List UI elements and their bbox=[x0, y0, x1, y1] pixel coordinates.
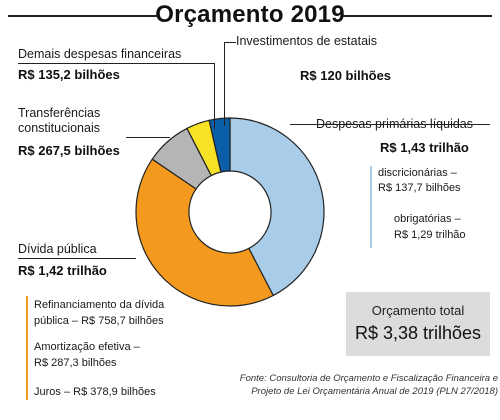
total-label: Orçamento total bbox=[371, 303, 465, 318]
divida-breakdown-bar bbox=[26, 296, 28, 400]
label-despesas-value: R$ 1,43 trilhão bbox=[380, 140, 469, 155]
obrigatorias-label: obrigatórias – bbox=[394, 213, 461, 225]
leader-demais-h bbox=[18, 63, 214, 64]
donut-slice-4 bbox=[208, 117, 231, 173]
title-rule-left bbox=[8, 15, 160, 17]
donut-slice-1 bbox=[135, 158, 275, 307]
leader-demais-v bbox=[214, 63, 215, 129]
refinanciamento-line-1: Refinanciamento da dívida bbox=[34, 299, 165, 311]
refinanciamento-line-2: pública – R$ 758,7 bilhões bbox=[34, 315, 164, 327]
leader-divida bbox=[18, 258, 136, 259]
leader-invest-h bbox=[224, 42, 236, 43]
label-demais-name: Demais despesas financeiras bbox=[18, 47, 182, 61]
amortizacao-line-2: R$ 287,3 bilhões bbox=[34, 357, 117, 369]
total-box: Orçamento total R$ 3,38 trilhões bbox=[346, 292, 490, 356]
label-transf-name-1: Transferências bbox=[18, 106, 101, 120]
leader-despesas bbox=[290, 124, 490, 125]
leader-invest-v bbox=[224, 42, 225, 126]
obrigatorias-value: R$ 1,29 trilhão bbox=[394, 229, 466, 241]
leader-transf bbox=[126, 137, 170, 138]
donut-slice-0 bbox=[229, 117, 325, 297]
title-bar: Orçamento 2019 bbox=[0, 0, 500, 30]
label-divida-name: Dívida pública bbox=[18, 242, 97, 256]
label-transf-value: R$ 267,5 bilhões bbox=[18, 143, 120, 158]
source-line-2: Projeto de Lei Orçamentária Anual de 201… bbox=[251, 386, 498, 397]
amortizacao-line-1: Amortização efetiva – bbox=[34, 341, 140, 353]
juros-label: Juros – R$ 378,9 bilhões bbox=[34, 386, 156, 398]
total-value: R$ 3,38 trilhões bbox=[354, 323, 482, 343]
label-divida-value: R$ 1,42 trilhão bbox=[18, 263, 107, 278]
label-despesas-name: Despesas primárias líquidas bbox=[316, 117, 474, 131]
label-demais-value: R$ 135,2 bilhões bbox=[18, 67, 120, 82]
label-investimentos-value: R$ 120 bilhões bbox=[300, 68, 392, 83]
title-rule-right bbox=[342, 15, 492, 17]
despesas-breakdown-bar bbox=[370, 166, 372, 248]
discricionarias-label: discricionárias – bbox=[378, 167, 457, 179]
label-investimentos-name: Investimentos de estatais bbox=[236, 34, 378, 48]
source-line-1: Fonte: Consultoria de Orçamento e Fiscal… bbox=[239, 373, 498, 384]
label-transf-name-2: constitucionais bbox=[18, 121, 100, 135]
discricionarias-value: R$ 137,7 bilhões bbox=[378, 182, 461, 194]
source-note: Fonte: Consultoria de Orçamento e Fiscal… bbox=[236, 372, 498, 398]
chart-title: Orçamento 2019 bbox=[155, 1, 345, 28]
